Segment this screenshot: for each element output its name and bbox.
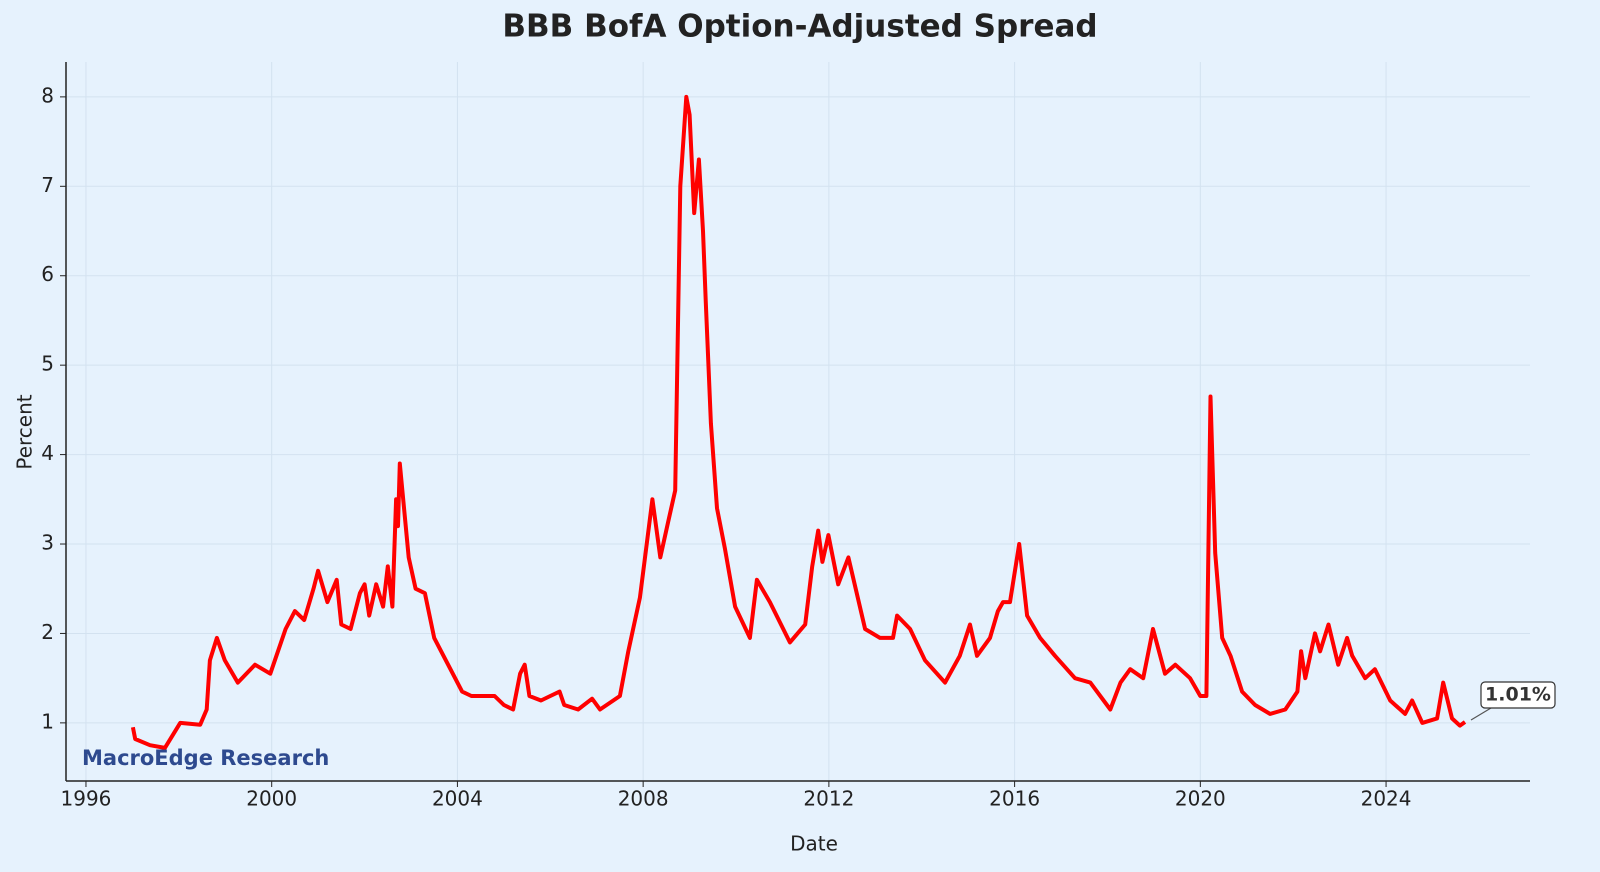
x-tick-label: 2012	[803, 787, 854, 811]
y-tick-label: 5	[41, 352, 54, 376]
y-tick-label: 4	[41, 441, 54, 465]
annotation-box	[1480, 681, 1556, 709]
x-tick-label: 2000	[246, 787, 297, 811]
x-tick-label: 2020	[1175, 787, 1226, 811]
annotation-arrow	[1470, 707, 1492, 721]
y-tick-label: 2	[41, 620, 54, 644]
annotation: 1.01%	[1485, 683, 1551, 705]
y-tick-label: 7	[41, 173, 54, 197]
x-tick-label: 2004	[432, 787, 483, 811]
x-tick-label: 1996	[61, 787, 112, 811]
x-tick-label: 2024	[1361, 787, 1412, 811]
y-tick-label: 3	[41, 531, 54, 555]
watermark: MacroEdge Research	[82, 746, 329, 770]
y-axis-label: Percent	[13, 394, 37, 469]
y-tick-label: 8	[41, 83, 54, 107]
x-axis-label: Date	[790, 832, 838, 856]
chart-title: BBB BofA Option-Adjusted Spread	[502, 9, 1097, 45]
y-tick-label: 6	[41, 262, 54, 286]
x-tick-label: 2008	[618, 787, 669, 811]
data-line	[130, 94, 1467, 750]
y-tick-label: 1	[41, 709, 54, 733]
x-tick-label: 2016	[989, 787, 1040, 811]
